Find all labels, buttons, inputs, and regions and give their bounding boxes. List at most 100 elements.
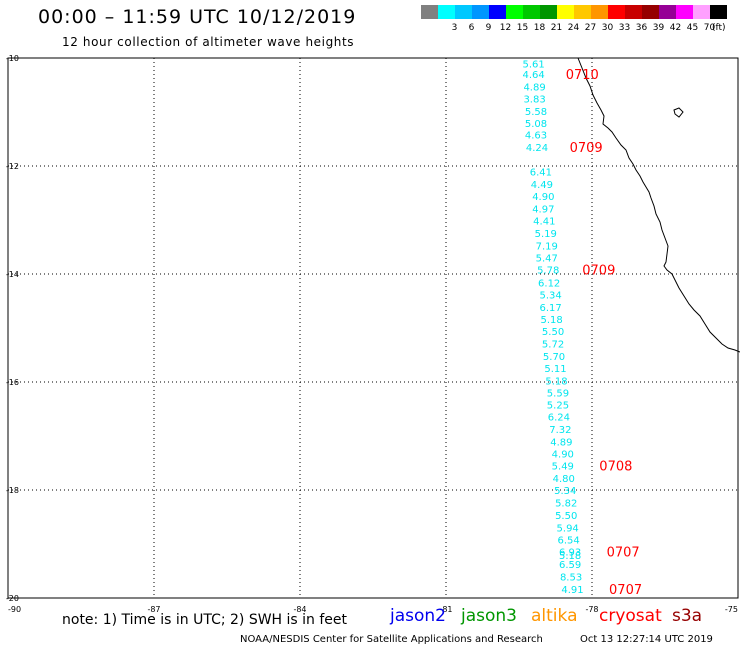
time-label: 0709 <box>570 141 603 156</box>
lon-tick-label: -90 <box>8 605 21 614</box>
legend-label: 42 <box>669 23 682 33</box>
footer-note: note: 1) Time is in UTC; 2) SWH is in fe… <box>62 612 348 628</box>
swh-value: 4.80 <box>553 474 575 485</box>
swh-track: 5.614.644.893.835.585.084.634.246.414.49… <box>522 59 583 595</box>
satellite-altika: altika <box>531 606 578 626</box>
legend-swatch <box>591 5 608 19</box>
swh-value: 5.18 <box>540 315 562 326</box>
lat-tick-label: -16 <box>6 378 19 387</box>
time-label: 0707 <box>609 583 642 598</box>
lon-tick-label: -78 <box>585 605 598 614</box>
lat-tick-label: -14 <box>6 270 19 279</box>
swh-value: 4.90 <box>532 192 554 203</box>
legend-label: 18 <box>533 23 546 33</box>
swh-value: 5.58 <box>525 107 547 118</box>
legend-swatch <box>438 5 455 19</box>
legend-swatch <box>676 5 693 19</box>
swh-value: 5.18 <box>559 551 581 562</box>
legend-swatch <box>659 5 676 19</box>
credit-text: NOAA/NESDIS Center for Satellite Applica… <box>240 634 543 645</box>
swh-value: 5.34 <box>554 486 576 497</box>
time-label: 0709 <box>582 264 615 279</box>
swh-value: 5.34 <box>540 291 562 302</box>
swh-value: 5.50 <box>555 511 577 522</box>
legend-swatch <box>540 5 557 19</box>
swh-value: 5.47 <box>536 253 558 264</box>
swh-value: 5.08 <box>525 119 547 130</box>
swh-value: 8.53 <box>560 572 582 583</box>
legend-label: 12 <box>499 23 512 33</box>
legend-label: 9 <box>485 23 492 33</box>
time-label: 0708 <box>599 460 632 475</box>
legend-swatch <box>625 5 642 19</box>
legend-label: 21 <box>550 23 563 33</box>
legend-label: 6 <box>468 23 475 33</box>
swh-value: 5.59 <box>547 388 569 399</box>
lat-tick-label: -12 <box>6 162 19 171</box>
swh-value: 4.89 <box>523 83 545 94</box>
lon-tick-label: -84 <box>293 605 306 614</box>
legend-label: 36 <box>635 23 648 33</box>
swh-value: 6.41 <box>530 167 552 178</box>
swh-value: 5.78 <box>537 266 559 277</box>
swh-value: 5.94 <box>557 523 579 534</box>
legend-label: 33 <box>618 23 631 33</box>
swh-value: 6.93 <box>559 548 581 559</box>
legend-label: 30 <box>601 23 614 33</box>
coastline <box>577 57 740 353</box>
swh-value: 6.12 <box>538 279 560 290</box>
swh-value: 5.11 <box>544 364 566 375</box>
map-grid <box>8 58 738 598</box>
lat-tick-label: -10 <box>6 54 19 63</box>
lat-tick-label: -18 <box>6 486 19 495</box>
swh-value: 4.24 <box>526 143 548 154</box>
swh-value: 6.54 <box>558 536 580 547</box>
legend-label: 39 <box>652 23 665 33</box>
legend-swatch <box>472 5 489 19</box>
satellite-jason3: jason3 <box>461 606 517 626</box>
swh-value: 3.83 <box>523 95 545 106</box>
time-label: 0707 <box>607 546 640 561</box>
credit-timestamp: Oct 13 12:27:14 UTC 2019 <box>580 634 713 645</box>
legend-swatch <box>455 5 472 19</box>
swh-value: 7.32 <box>549 425 571 436</box>
satellite-cryosat: cryosat <box>599 606 662 626</box>
legend-unit: (ft) <box>712 23 726 33</box>
page-title: 00:00 – 11:59 UTC 10/12/2019 <box>38 6 357 28</box>
legend-swatch <box>421 5 438 19</box>
swh-value: 5.18 <box>545 376 567 387</box>
lon-tick-label: -87 <box>147 605 160 614</box>
color-legend: 3 6 9 12 15 18 21 24 27 30 33 36 39 42 45 70 (ft) <box>421 5 727 35</box>
swh-value: 5.49 <box>552 462 574 473</box>
legend-label: 45 <box>686 23 699 33</box>
swh-value: 5.19 <box>535 229 557 240</box>
legend-label: 70 <box>703 23 716 33</box>
legend-swatch <box>506 5 523 19</box>
legend-swatch <box>523 5 540 19</box>
map-frame <box>7 57 739 599</box>
legend-swatch <box>710 5 727 19</box>
swh-value: 4.97 <box>532 205 554 216</box>
swh-value: 6.17 <box>540 303 562 314</box>
swh-value: 7.19 <box>536 241 558 252</box>
legend-swatch <box>693 5 710 19</box>
legend-label: 15 <box>516 23 529 33</box>
legend-label: 24 <box>567 23 580 33</box>
satellite-s3a: s3a <box>672 606 703 626</box>
swh-value: 5.70 <box>543 352 565 363</box>
swh-value: 6.59 <box>559 560 581 571</box>
time-label: 0710 <box>566 68 599 83</box>
page-subtitle: 12 hour collection of altimeter wave hei… <box>62 35 355 49</box>
island <box>673 107 684 118</box>
legend-swatch <box>574 5 591 19</box>
legend-label: 3 <box>451 23 458 33</box>
swh-value: 6.24 <box>548 413 570 424</box>
axis-labels: -90 -87 -84 -81 -78 -75 -10 -12 -14 -16 -18 -20 <box>6 54 738 614</box>
swh-value: 4.91 <box>561 585 583 596</box>
lat-tick-label: -20 <box>6 594 19 603</box>
swh-value: 4.90 <box>552 449 574 460</box>
swh-value: 5.82 <box>555 498 577 509</box>
swh-value: 5.72 <box>542 340 564 351</box>
swh-value: 5.61 <box>522 59 544 70</box>
